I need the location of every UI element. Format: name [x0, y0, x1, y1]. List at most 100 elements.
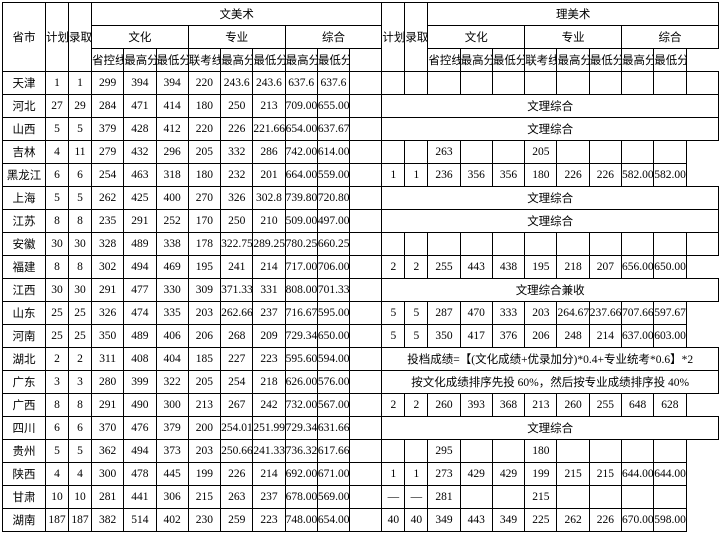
cell: 227 — [221, 348, 253, 371]
cell: 637.67 — [317, 118, 349, 141]
cell: 5 — [46, 118, 69, 141]
table-row: 河北2729284471414180250213709.00655.00文理综合 — [3, 95, 719, 118]
cell: 709.00 — [285, 95, 317, 118]
cell: 263 — [221, 486, 253, 509]
cell: 185 — [188, 348, 220, 371]
cell: 739.80 — [285, 187, 317, 210]
cell: 27 — [46, 95, 69, 118]
cell: 187 — [46, 509, 69, 532]
cell — [492, 440, 524, 463]
cell: 393 — [460, 394, 492, 417]
cell: 514 — [124, 509, 156, 532]
cell: 284 — [92, 95, 124, 118]
cell — [654, 141, 686, 164]
cell: 1 — [46, 72, 69, 95]
cell — [621, 440, 653, 463]
cell: 438 — [492, 256, 524, 279]
cell — [382, 141, 405, 164]
cell — [350, 233, 382, 256]
table-header: 省市 计划 录取 文美术 计划 录取 理美术 文化 专业 综合 文化 专业 综合… — [3, 3, 719, 72]
cell: 237.66 — [589, 302, 621, 325]
cell: 天津 — [3, 72, 46, 95]
cell: 205 — [188, 141, 220, 164]
cell — [492, 141, 524, 164]
cell — [350, 95, 382, 118]
cell: 上海 — [3, 187, 46, 210]
cell: 318 — [156, 164, 188, 187]
cell: 225 — [525, 509, 557, 532]
cell: 5 — [69, 118, 92, 141]
cell — [428, 72, 460, 95]
cell — [460, 72, 492, 95]
cell — [382, 72, 405, 95]
cell: 陕西 — [3, 463, 46, 486]
cell — [382, 440, 405, 463]
cell: 25 — [69, 325, 92, 348]
cell: 5 — [405, 302, 428, 325]
cell: 广西 — [3, 394, 46, 417]
cell — [405, 141, 428, 164]
cell: 6 — [69, 164, 92, 187]
cell: 30 — [46, 233, 69, 256]
cell: 295 — [428, 440, 460, 463]
cell: 474 — [124, 302, 156, 325]
col-plan-l: 计划 — [382, 3, 405, 72]
cell: 254 — [221, 371, 253, 394]
table-row: 天津11299394394220243.6243.6637.6637.6 — [3, 72, 719, 95]
col-prov-line: 省控线 — [92, 49, 124, 72]
cell: 302 — [92, 256, 124, 279]
cell: 291 — [124, 210, 156, 233]
cell: 406 — [156, 325, 188, 348]
cell — [589, 233, 621, 256]
col-admit-l: 录取 — [405, 3, 428, 72]
cell: 617.66 — [317, 440, 349, 463]
col-province: 省市 — [3, 3, 46, 72]
cell: 399 — [124, 371, 156, 394]
cell — [350, 72, 382, 95]
cell: 471 — [124, 95, 156, 118]
cell: 4 — [46, 463, 69, 486]
cell: 291 — [92, 394, 124, 417]
table-row: 安徽3030328489338178322.75289.25780.25660.… — [3, 233, 719, 256]
cell: 441 — [124, 486, 156, 509]
col-min: 最低分 — [253, 49, 285, 72]
cell: 215 — [525, 486, 557, 509]
cell: 637.6 — [317, 72, 349, 95]
table-row: 湖南187187382514402230259223748.00654.0040… — [3, 509, 719, 532]
cell: 2 — [405, 256, 428, 279]
note-cell: 按文化成绩排序先投 60%，然后按专业成绩排序投 40% — [382, 371, 719, 394]
cell: 2 — [382, 394, 405, 417]
cell: 1 — [69, 72, 92, 95]
cell: 402 — [156, 509, 188, 532]
cell: 170 — [188, 210, 220, 233]
admission-score-table: 省市 计划 录取 文美术 计划 录取 理美术 文化 专业 综合 文化 专业 综合… — [2, 2, 719, 532]
cell: 1 — [382, 164, 405, 187]
cell — [405, 233, 428, 256]
cell: 720.80 — [317, 187, 349, 210]
col-min: 最低分 — [317, 49, 349, 72]
cell: 595.60 — [285, 348, 317, 371]
cell: 489 — [124, 233, 156, 256]
note-cell: 文理综合 — [382, 210, 719, 233]
col-exam-line: 联考线 — [188, 49, 220, 72]
note-cell: 投档成绩=【(文化成绩+优录加分)*0.4+专业统考*0.6】*2 — [382, 348, 719, 371]
col-spacer — [350, 49, 382, 72]
cell: 362 — [92, 440, 124, 463]
cell: 25 — [46, 302, 69, 325]
cell — [589, 440, 621, 463]
cell: 300 — [156, 394, 188, 417]
cell: 3 — [46, 371, 69, 394]
cell — [460, 440, 492, 463]
cell — [350, 187, 382, 210]
cell: 205 — [188, 371, 220, 394]
cell: 8 — [46, 394, 69, 417]
sub-culture-l: 文化 — [428, 26, 525, 49]
cell: 10 — [46, 486, 69, 509]
cell: 263 — [428, 141, 460, 164]
cell: 330 — [156, 279, 188, 302]
table-row: 河南2525350489406206268209729.34650.005535… — [3, 325, 719, 348]
cell: 279 — [92, 141, 124, 164]
cell: 江苏 — [3, 210, 46, 233]
cell: 412 — [156, 118, 188, 141]
cell: 8 — [69, 394, 92, 417]
